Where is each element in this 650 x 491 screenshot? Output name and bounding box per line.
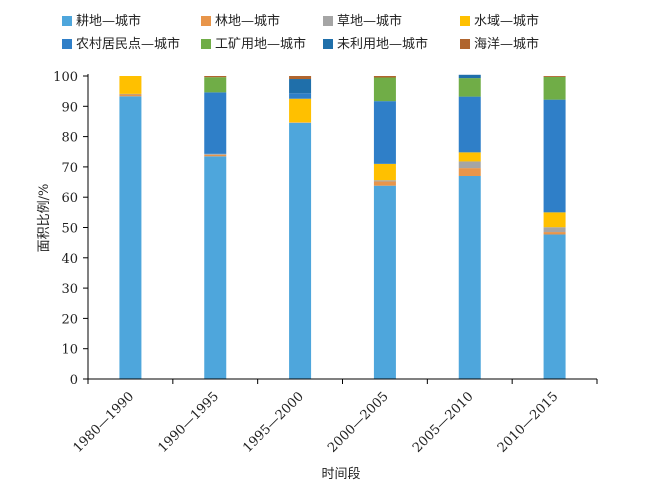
bar-segment	[204, 77, 227, 93]
y-tick-label: 0	[70, 373, 78, 388]
bar-segment	[119, 94, 142, 97]
x-tick-label: 1980—1990	[71, 389, 138, 456]
bar-segment	[458, 152, 481, 162]
bar-segment	[458, 74, 481, 79]
legend-swatch	[62, 39, 72, 49]
legend-label: 水域—城市	[474, 13, 539, 29]
y-tick-label: 30	[61, 282, 78, 297]
bar-segment	[543, 227, 566, 233]
bar-segment	[204, 154, 227, 157]
bar-segment	[543, 212, 566, 228]
legend-label: 耕地—城市	[76, 13, 141, 29]
y-tick-label: 40	[61, 252, 78, 267]
legend-label: 海洋—城市	[474, 36, 539, 52]
legend-swatch	[62, 16, 72, 26]
bar-segment	[458, 168, 481, 176]
bar-segment	[373, 163, 396, 181]
x-tick-label: 2005—2010	[410, 389, 477, 456]
x-tick-label: 2010—2015	[495, 389, 562, 456]
bar-segment	[119, 76, 142, 94]
legend-swatch	[460, 16, 470, 26]
legend-swatch	[201, 39, 211, 49]
bar-segment	[373, 185, 396, 379]
y-tick-label: 80	[61, 131, 78, 146]
bar-segment	[204, 92, 227, 154]
legend-label: 工矿用地—城市	[215, 36, 306, 52]
legend-label: 草地—城市	[337, 13, 402, 29]
legend-label: 农村居民点—城市	[76, 36, 180, 52]
y-tick-label: 90	[61, 100, 78, 115]
legend-swatch	[323, 16, 333, 26]
bar-segment	[543, 234, 566, 379]
y-tick-label: 20	[61, 312, 78, 327]
bar-segment	[543, 76, 566, 77]
bar-segment	[543, 76, 566, 100]
legend-label: 未利用地—城市	[337, 36, 428, 52]
bar-segment	[289, 79, 312, 94]
y-axis-title: 面积比例/%	[37, 184, 52, 253]
y-tick-label: 100	[53, 70, 78, 85]
bar-segment	[458, 78, 481, 97]
bar-segment	[289, 98, 312, 123]
legend-swatch	[323, 39, 333, 49]
x-axis-title: 时间段	[321, 467, 360, 482]
bar-segment	[204, 153, 227, 155]
legend-swatch	[460, 39, 470, 49]
legend-label: 林地—城市	[215, 13, 280, 29]
y-tick-label: 70	[61, 161, 78, 176]
bar-segment	[119, 96, 142, 380]
bar-segment	[458, 96, 481, 153]
bar-segment	[289, 93, 312, 99]
bar-segment	[373, 180, 396, 182]
bar-segment	[458, 161, 481, 169]
y-tick-label: 50	[61, 222, 78, 237]
bar-segment	[289, 122, 312, 379]
bar-segment	[373, 101, 396, 164]
legend-swatch	[201, 16, 211, 26]
bars	[119, 74, 566, 380]
bar-segment	[458, 175, 481, 379]
bar-segment	[204, 156, 227, 379]
x-tick-label: 1990—1995	[155, 389, 222, 456]
bar-segment	[373, 76, 396, 78]
bar-segment	[543, 232, 566, 235]
bar-segment	[373, 77, 396, 102]
y-tick-label: 10	[61, 343, 78, 358]
bar-segment	[373, 181, 396, 186]
bar-segment	[289, 76, 312, 80]
bar-segment	[204, 76, 227, 78]
bar-segment	[543, 99, 566, 213]
x-tick-label: 2000—2005	[325, 389, 392, 456]
bar-segment	[119, 93, 142, 95]
y-tick-label: 60	[61, 191, 78, 206]
x-tick-label: 1995—2000	[240, 389, 307, 456]
